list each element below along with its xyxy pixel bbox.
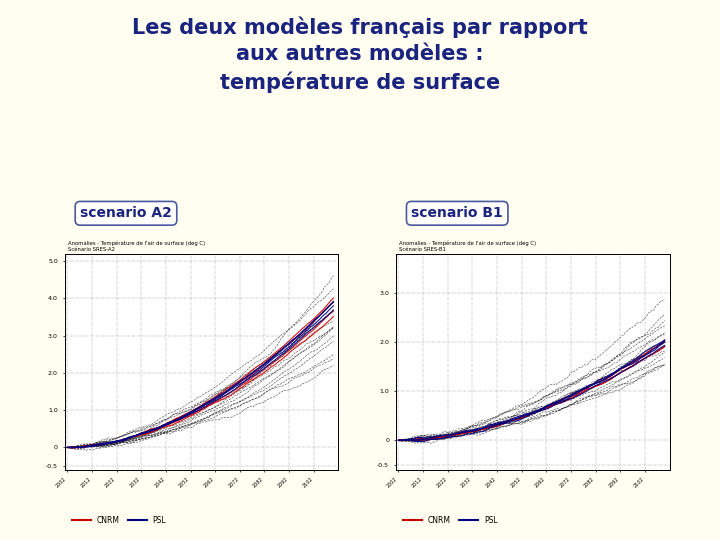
Text: scenario A2: scenario A2 xyxy=(80,206,172,220)
Text: Les deux modèles français par rapport
aux autres modèles :
température de surfac: Les deux modèles français par rapport au… xyxy=(132,16,588,92)
Text: scenario B1: scenario B1 xyxy=(411,206,503,220)
Legend: CNRM, PSL: CNRM, PSL xyxy=(68,512,169,528)
Text: Anomalies - Température de l'air de surface (deg C)
Scénario SRES-A2: Anomalies - Température de l'air de surf… xyxy=(68,240,204,252)
Legend: CNRM, PSL: CNRM, PSL xyxy=(400,512,500,528)
Text: Anomalies - Température de l'air de surface (deg C)
Scénario SRES-B1: Anomalies - Température de l'air de surf… xyxy=(399,240,536,252)
